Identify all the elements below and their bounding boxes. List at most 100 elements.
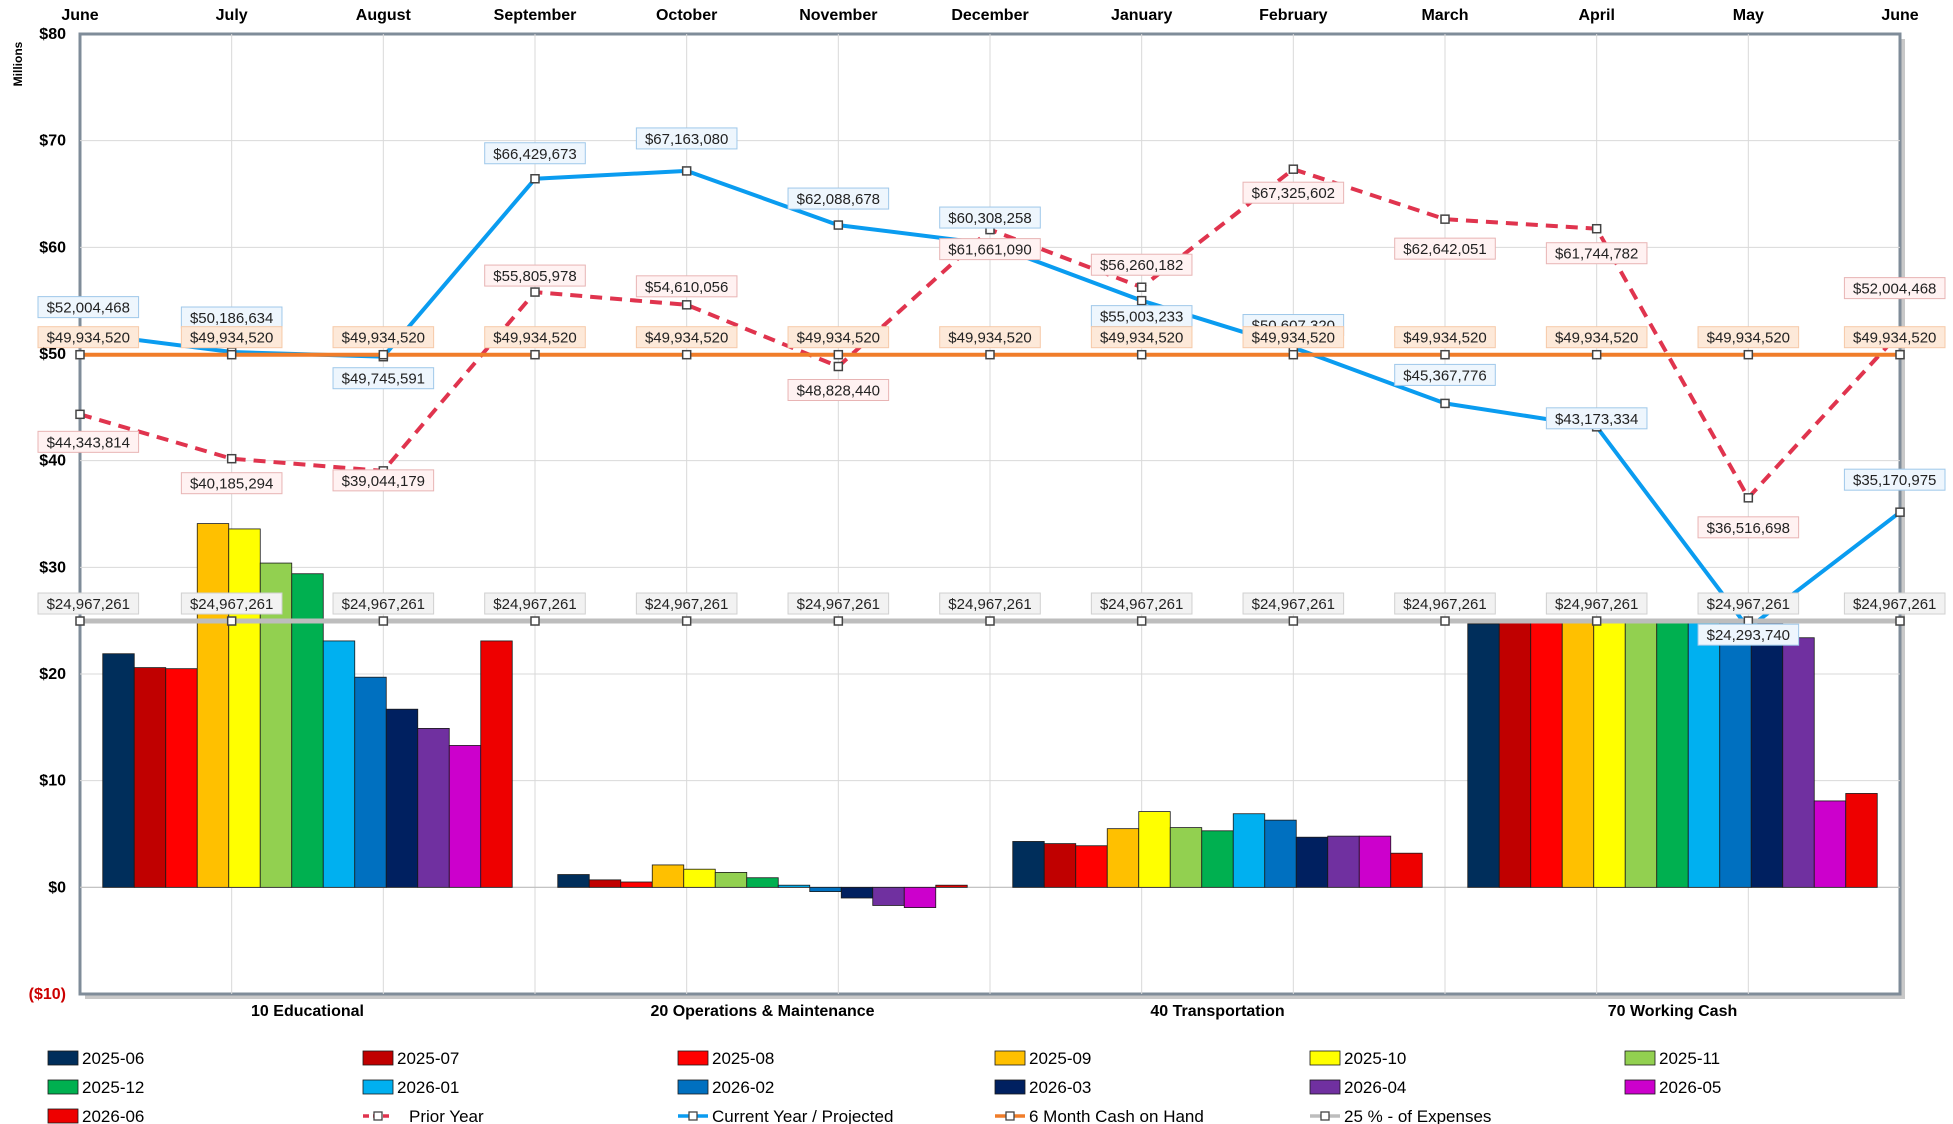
legend-item: 2025-06 xyxy=(47,1049,144,1068)
month-label: February xyxy=(1259,7,1328,24)
bar xyxy=(165,668,198,888)
data-label: $24,967,261 xyxy=(190,596,273,613)
data-label-box xyxy=(332,367,435,390)
bar xyxy=(1390,852,1423,888)
data-label: $24,967,261 xyxy=(645,596,728,613)
data-label-box xyxy=(1697,592,1800,615)
data-label: $35,170,975 xyxy=(1853,472,1936,489)
month-label: October xyxy=(656,7,717,24)
point-marker xyxy=(833,349,844,360)
data-label: $49,934,520 xyxy=(1100,330,1183,347)
legend-label: 2026-03 xyxy=(1029,1078,1091,1097)
bar xyxy=(228,528,261,888)
category-label: 10 Educational xyxy=(251,1003,364,1020)
point-marker xyxy=(75,616,85,626)
legend-item: Current Year / Projected xyxy=(678,1107,893,1124)
data-label-box xyxy=(484,264,586,287)
point-marker xyxy=(1743,493,1754,503)
legend-label: 2025-07 xyxy=(397,1049,459,1068)
legend-marker xyxy=(1320,1111,1330,1121)
data-label-box xyxy=(635,326,738,349)
point-marker xyxy=(1743,349,1754,360)
legend-label: 25 % - of Expenses xyxy=(1344,1107,1491,1124)
point-marker xyxy=(530,174,540,184)
data-label: $24,967,261 xyxy=(1853,596,1936,613)
category-label: 20 Operations & Maintenance xyxy=(650,1003,874,1020)
data-label-box xyxy=(484,326,586,349)
bar xyxy=(1012,841,1045,888)
month-label: April xyxy=(1578,7,1614,24)
legend-swatch xyxy=(47,1079,79,1095)
bar xyxy=(448,745,482,888)
bar xyxy=(354,676,387,888)
data-label: $49,745,591 xyxy=(342,371,425,388)
bar xyxy=(872,886,905,906)
data-label: $24,967,261 xyxy=(1707,596,1790,613)
bar xyxy=(1232,813,1266,888)
data-label: $49,934,520 xyxy=(948,330,1031,347)
y-tick-label: $40 xyxy=(39,453,66,470)
month-label: June xyxy=(61,7,98,24)
point-marker xyxy=(1288,616,1299,626)
data-label: $61,661,090 xyxy=(948,242,1031,259)
data-label-box xyxy=(1843,326,1946,349)
bar xyxy=(1845,793,1878,888)
data-label: $49,934,520 xyxy=(1853,330,1936,347)
legend-swatch xyxy=(994,1079,1026,1095)
data-label-box xyxy=(635,127,738,150)
bar xyxy=(1750,622,1784,888)
point-marker xyxy=(75,349,85,360)
y-tick-label: $70 xyxy=(39,133,66,150)
legend-label: 2025-08 xyxy=(712,1049,774,1068)
data-label: $49,934,520 xyxy=(190,330,273,347)
bar xyxy=(714,872,748,888)
point-marker xyxy=(226,453,237,464)
month-label: January xyxy=(1111,7,1172,24)
point-marker xyxy=(681,616,692,626)
data-label: $49,934,520 xyxy=(797,330,880,347)
point-marker xyxy=(681,166,692,176)
point-marker xyxy=(226,616,237,626)
bar xyxy=(809,886,842,892)
data-label: $49,934,520 xyxy=(342,330,425,347)
legend-swatch xyxy=(1624,1079,1656,1095)
data-label-box xyxy=(1843,468,1946,491)
point-marker xyxy=(985,349,995,360)
legend-item: 2025-12 xyxy=(47,1078,144,1097)
data-label-box xyxy=(939,326,1041,349)
y-tick-label: $50 xyxy=(39,346,66,363)
data-label-box xyxy=(180,326,283,349)
legend-label: 2025-10 xyxy=(1344,1049,1406,1068)
bar xyxy=(557,874,590,888)
point-marker xyxy=(1136,349,1147,360)
legend-item: 2025-11 xyxy=(1624,1049,1720,1068)
legend-item: 2025-10 xyxy=(1309,1049,1406,1068)
month-label: May xyxy=(1733,7,1764,24)
data-label-box xyxy=(332,592,435,615)
point-marker xyxy=(378,349,389,360)
data-label-box xyxy=(1394,592,1496,615)
bar xyxy=(1624,622,1658,888)
data-label: $56,260,182 xyxy=(1100,257,1183,274)
data-label: $49,934,520 xyxy=(1252,330,1335,347)
legend-item: 6 Month Cash on Hand xyxy=(995,1107,1204,1124)
legend-swatch xyxy=(1624,1050,1656,1066)
legend-label: 2025-06 xyxy=(82,1049,144,1068)
data-label: $24,967,261 xyxy=(1555,596,1638,613)
bar xyxy=(133,667,167,888)
data-label: $39,044,179 xyxy=(342,473,425,490)
bar xyxy=(259,562,293,888)
data-label-box xyxy=(1242,592,1345,615)
legend-item: 2025-09 xyxy=(994,1049,1091,1068)
legend-label: 2025-09 xyxy=(1029,1049,1091,1068)
data-label-box xyxy=(939,238,1041,261)
point-marker xyxy=(1288,164,1299,174)
bar xyxy=(840,886,874,899)
data-label-box xyxy=(787,326,890,349)
bar xyxy=(385,708,419,888)
point-marker xyxy=(530,616,540,626)
data-label: $40,185,294 xyxy=(190,476,273,493)
month-label: November xyxy=(799,7,877,24)
data-label-box xyxy=(1242,181,1345,204)
data-label: $54,610,056 xyxy=(645,279,728,296)
